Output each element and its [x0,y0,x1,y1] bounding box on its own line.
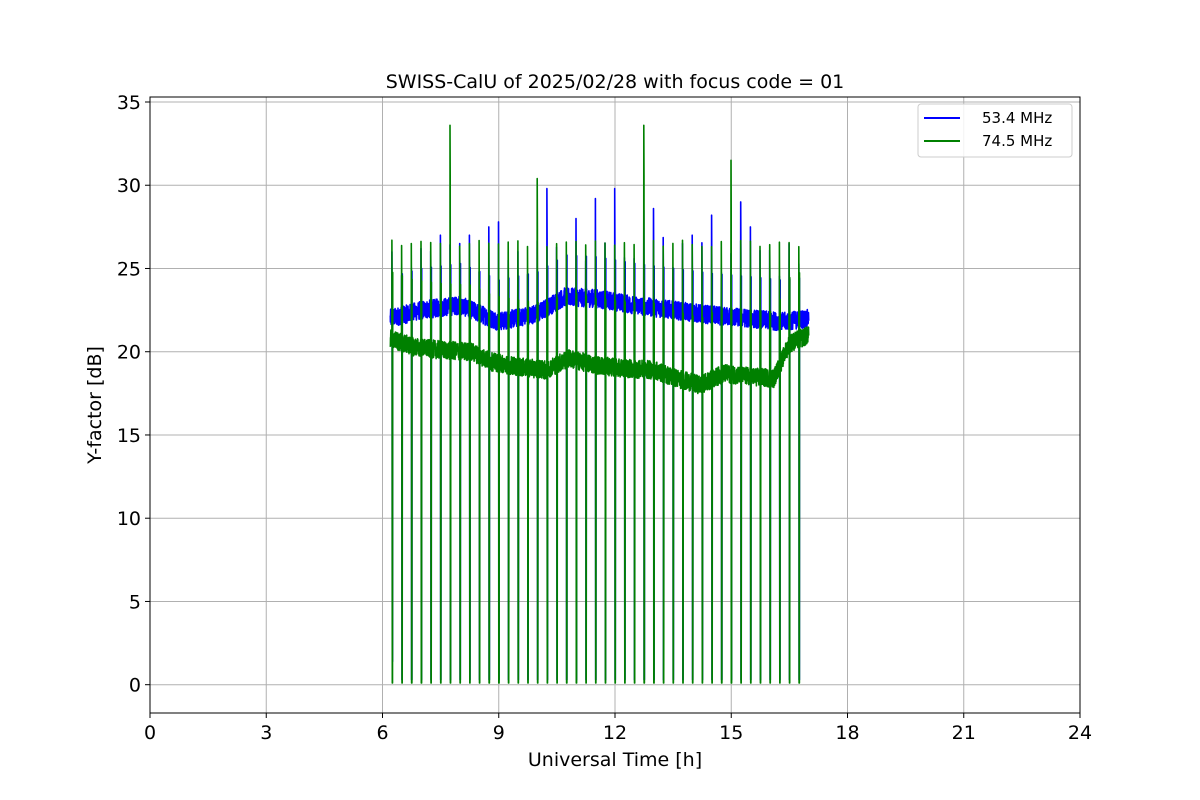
y-axis-label: Y-factor [dB] [84,346,106,465]
y-tick-label: 30 [117,175,141,197]
chart-title: SWISS-CalU of 2025/02/28 with focus code… [386,71,845,93]
x-tick-label: 9 [493,722,505,744]
y-tick-label: 20 [117,342,141,364]
y-tick-label: 15 [117,425,141,447]
legend: 53.4 MHz 74.5 MHz [917,103,1073,158]
series-line-74-5-mhz [389,124,810,684]
y-tick-label: 10 [117,508,141,530]
y-tick-label: 0 [129,675,141,697]
x-tick-label: 24 [1068,722,1092,744]
x-tick-label: 6 [376,722,388,744]
x-tick-label: 12 [603,722,627,744]
legend-label-74-5-mhz: 74.5 MHz [982,132,1052,150]
ticks: 0 3 6 9 12 15 18 21 24 0 5 10 15 20 25 30 35 [117,92,1092,744]
legend-label-53-4-mhz: 53.4 MHz [982,109,1052,127]
x-axis-label: Universal Time [h] [528,749,702,771]
y-tick-label: 5 [129,591,141,613]
y-tick-label: 25 [117,258,141,280]
y-tick-label: 35 [117,92,141,114]
x-tick-label: 3 [260,722,272,744]
x-tick-label: 15 [719,722,743,744]
x-tick-label: 0 [144,722,156,744]
series-layer [389,124,810,684]
x-tick-label: 18 [835,722,859,744]
x-tick-label: 21 [952,722,976,744]
